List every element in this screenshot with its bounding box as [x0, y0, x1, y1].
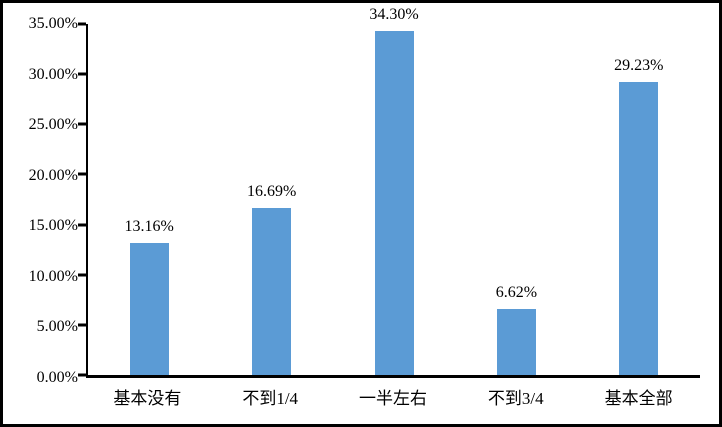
- x-axis-category-label: 基本没有: [113, 389, 182, 408]
- bar-column: 29.23%: [578, 24, 700, 375]
- plot-area: 13.16% 16.69% 34.30% 6.62% 29.23%: [78, 6, 700, 378]
- bar-value-label: 13.16%: [124, 218, 174, 236]
- x-axis-labels: 基本没有 不到1/4 一半左右 不到3/4 基本全部: [86, 389, 700, 409]
- x-axis-category-label: 基本全部: [604, 389, 673, 408]
- y-axis-tick-label: 10.00%: [28, 267, 78, 285]
- bars-group: 13.16% 16.69% 34.30% 6.62% 29.23%: [88, 6, 700, 375]
- bar-value-label: 16.69%: [246, 183, 297, 201]
- bar-value-label: 6.62%: [495, 284, 538, 302]
- bar: [496, 308, 536, 375]
- bar-column: 13.16%: [88, 24, 210, 375]
- y-axis-tick-mark: [78, 373, 86, 377]
- bar-value-label: 34.30%: [369, 6, 419, 24]
- y-axis-tick-mark: [78, 172, 86, 176]
- x-axis-category-label: 不到1/4: [242, 389, 299, 408]
- y-axis-tick-mark: [78, 273, 86, 277]
- y-axis-tick-mark: [78, 223, 86, 227]
- bar: [252, 207, 292, 375]
- x-axis-category-label: 不到3/4: [487, 389, 544, 408]
- bar-column: 16.69%: [210, 24, 332, 375]
- bar: [374, 31, 414, 375]
- y-axis-tick-label: 5.00%: [36, 318, 78, 336]
- y-axis-tick-label: 35.00%: [28, 15, 78, 32]
- y-axis-tick-mark: [78, 122, 86, 126]
- bar-column: 34.30%: [333, 6, 455, 375]
- y-axis: 0.00% 5.00% 10.00% 15.00% 20.00% 25.00% 30.00%…: [3, 16, 78, 386]
- y-axis-tick-label: 20.00%: [28, 166, 78, 184]
- x-axis-category-label: 一半左右: [358, 389, 427, 408]
- y-axis-tick-label: 30.00%: [28, 65, 78, 83]
- bar-column: 6.62%: [455, 24, 577, 375]
- y-axis-tick-mark: [78, 72, 86, 76]
- bar-value-label: 29.23%: [614, 57, 664, 75]
- bar: [619, 81, 659, 375]
- y-axis-tick-mark: [78, 323, 86, 327]
- y-axis-tick-label: 25.00%: [28, 116, 78, 134]
- y-axis-tick-label: 15.00%: [28, 217, 78, 235]
- bar: [129, 243, 169, 375]
- y-axis-tick-label: 0.00%: [36, 369, 78, 386]
- y-axis-tick-mark: [78, 22, 86, 26]
